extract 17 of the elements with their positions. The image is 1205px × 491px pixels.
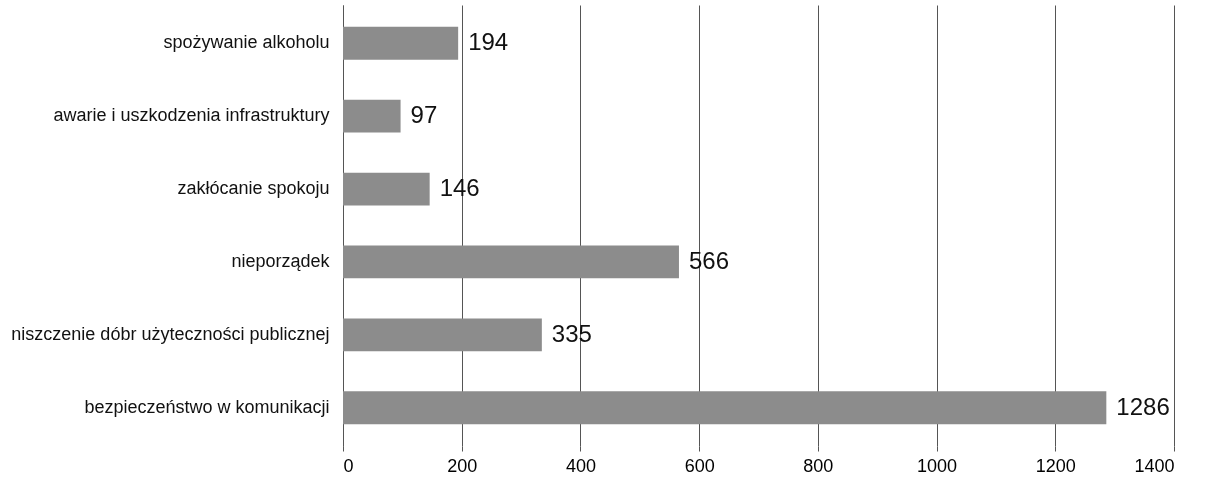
x-tick-label: 400 <box>565 455 596 476</box>
x-tick-label: 200 <box>447 455 478 476</box>
x-tick-label: 1200 <box>1035 455 1076 476</box>
x-tick-label: 1400 <box>1134 455 1175 476</box>
y-tick-label: niszczenie dóbr użyteczności publicznej <box>11 323 330 344</box>
data-label: 1286 <box>1116 392 1170 420</box>
x-tick-label: 1000 <box>917 455 958 476</box>
x-tick-label: 600 <box>684 455 715 476</box>
x-tick-label: 800 <box>803 455 834 476</box>
data-label: 194 <box>468 28 509 56</box>
data-label: 97 <box>410 101 438 129</box>
y-tick-label: bezpieczeństwo w komunikacji <box>84 396 330 417</box>
y-tick-label: nieporządek <box>231 250 331 271</box>
y-tick-label: zakłócanie spokoju <box>177 178 330 199</box>
y-tick-label: awarie i uszkodzenia infrastruktury <box>53 105 330 126</box>
y-tick-label: spożywanie alkoholu <box>163 32 330 53</box>
x-tick-label: 0 <box>343 455 354 476</box>
